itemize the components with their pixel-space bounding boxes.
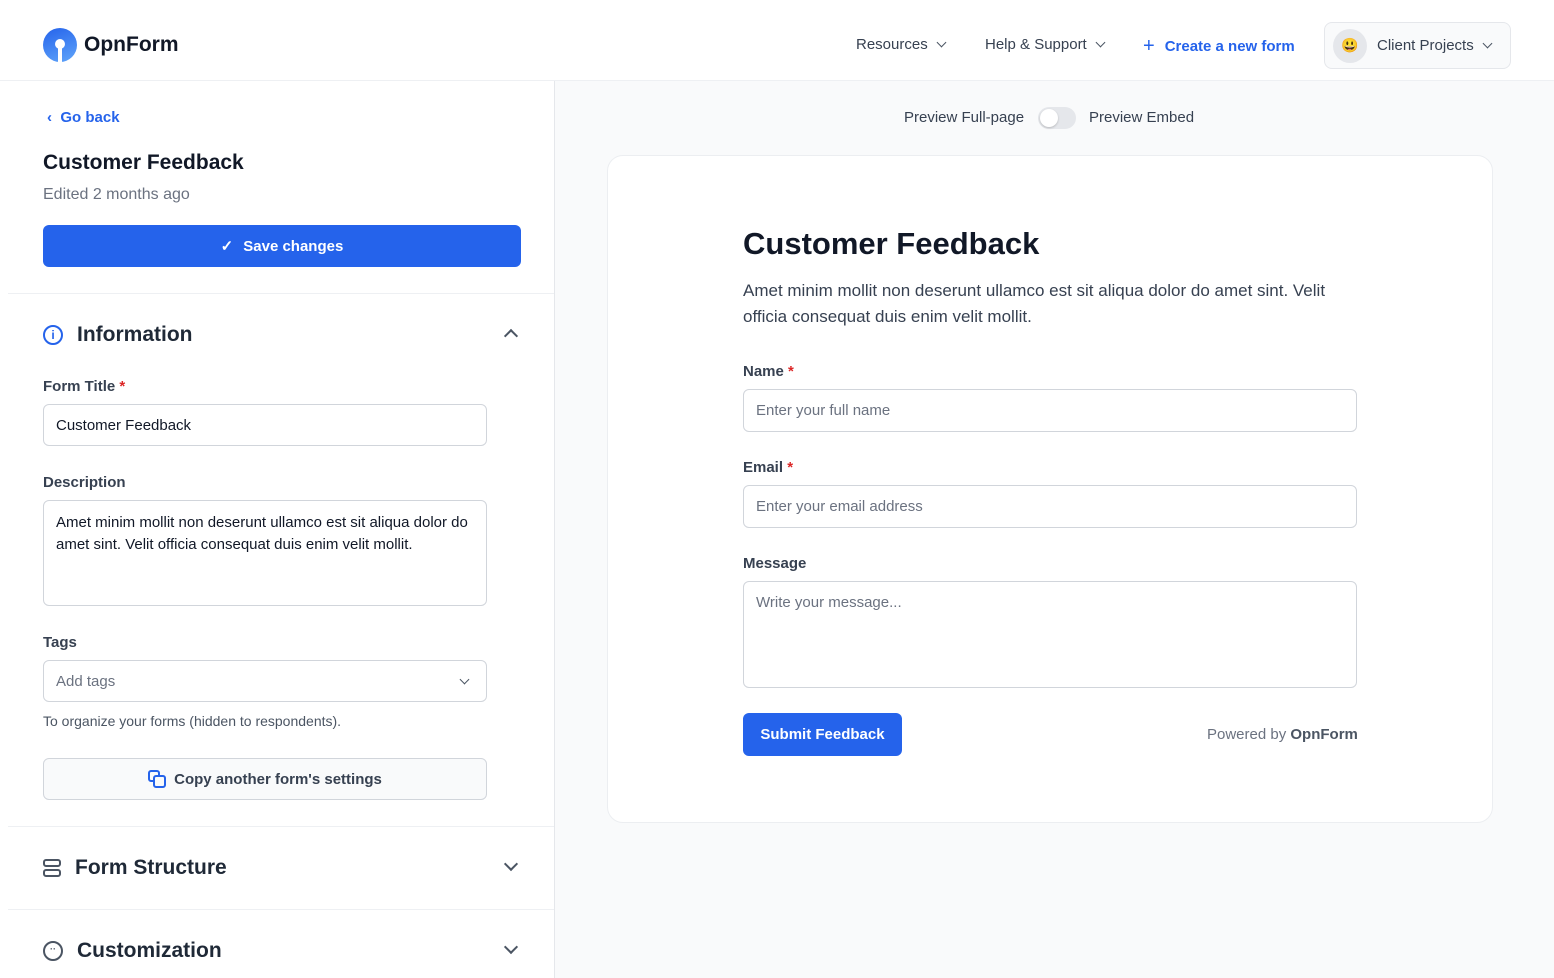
chevron-left-icon: ‹ [47, 109, 61, 126]
go-back-label: Go back [60, 109, 120, 126]
nav-help-support[interactable]: Help & Support [985, 36, 1106, 53]
section-title: Form Structure [75, 856, 227, 879]
opnform-logo-icon [43, 28, 77, 62]
nav-label: Help & Support [985, 36, 1087, 53]
editor-sidebar: ‹ Go back Customer Feedback Edited 2 mon… [0, 81, 555, 978]
save-label: Save changes [243, 237, 344, 255]
create-form-button[interactable]: + Create a new form [1143, 35, 1295, 58]
description-label: Description [43, 474, 126, 491]
section-title: Information [77, 323, 193, 346]
workspace-avatar: 😃 [1333, 28, 1367, 63]
email-input[interactable]: Enter your email address [743, 485, 1357, 528]
preview-embed-label: Preview Embed [1089, 109, 1195, 126]
chevron-down-icon [936, 37, 947, 48]
tags-label: Tags [43, 634, 77, 651]
palette-icon: ·· [43, 941, 63, 961]
plus-icon: + [1143, 35, 1155, 57]
tags-help-text: To organize your forms (hidden to respon… [43, 713, 342, 729]
top-nav: OpnForm Resources Help & Support + Create… [0, 0, 1554, 81]
form-title-input[interactable]: Customer Feedback [43, 404, 487, 446]
workspace-selector[interactable]: 😃 Client Projects [1324, 22, 1511, 69]
form-description: Amet minim mollit non deserunt ullamco e… [743, 281, 1326, 326]
tags-placeholder: Add tags [56, 672, 116, 690]
check-icon: ✓ [220, 238, 234, 255]
divider [8, 826, 554, 827]
chevron-down-icon[interactable] [503, 939, 519, 955]
form-title: Customer Feedback [743, 226, 1040, 261]
copy-settings-button[interactable]: Copy another form's settings [43, 758, 487, 800]
name-label: Name * [743, 363, 794, 380]
form-title-label: Form Title * [43, 378, 126, 395]
name-input[interactable]: Enter your full name [743, 389, 1357, 432]
form-name: Customer Feedback [43, 151, 244, 174]
chevron-down-icon[interactable] [503, 856, 519, 872]
chevron-down-icon [1482, 38, 1493, 49]
edited-timestamp: Edited 2 months ago [43, 186, 190, 203]
form-structure-icon [43, 859, 61, 877]
section-customization-header[interactable]: ·· Customization [43, 939, 222, 963]
email-label: Email * [743, 459, 794, 476]
submit-feedback-button[interactable]: Submit Feedback [743, 713, 902, 756]
brand-name: OpnForm [84, 33, 179, 56]
section-title: Customization [77, 939, 222, 962]
form-preview-card: Customer Feedback Amet minim mollit non … [607, 155, 1493, 823]
section-information-header[interactable]: i Information [43, 323, 193, 347]
info-icon: i [43, 325, 63, 345]
message-textarea[interactable]: Write your message... [743, 581, 1357, 688]
description-textarea[interactable]: Amet minim mollit non deserunt ullamco e… [43, 500, 487, 606]
go-back-link[interactable]: ‹ Go back [47, 109, 120, 126]
nav-label: Resources [856, 36, 928, 53]
tags-select[interactable]: Add tags [43, 660, 487, 702]
save-changes-button[interactable]: ✓ Save changes [43, 225, 521, 267]
section-form-structure-header[interactable]: Form Structure [43, 856, 227, 880]
message-label: Message [743, 555, 807, 572]
powered-by[interactable]: Powered by OpnForm [1207, 726, 1358, 743]
copy-settings-label: Copy another form's settings [174, 770, 382, 788]
nav-resources[interactable]: Resources [856, 36, 947, 53]
divider [8, 909, 554, 910]
copy-icon [148, 770, 167, 788]
preview-embed-toggle[interactable] [1038, 107, 1076, 129]
chevron-down-icon [1095, 37, 1106, 48]
create-form-label: Create a new form [1164, 38, 1295, 55]
chevron-down-icon [459, 674, 470, 684]
preview-fullpage-label: Preview Full-page [904, 109, 1025, 126]
chevron-up-icon[interactable] [503, 328, 519, 344]
logo[interactable]: OpnForm [43, 28, 179, 62]
preview-area: Preview Full-page Preview Embed Customer… [555, 81, 1554, 978]
divider [8, 293, 554, 294]
workspace-name: Client Projects [1377, 37, 1474, 54]
